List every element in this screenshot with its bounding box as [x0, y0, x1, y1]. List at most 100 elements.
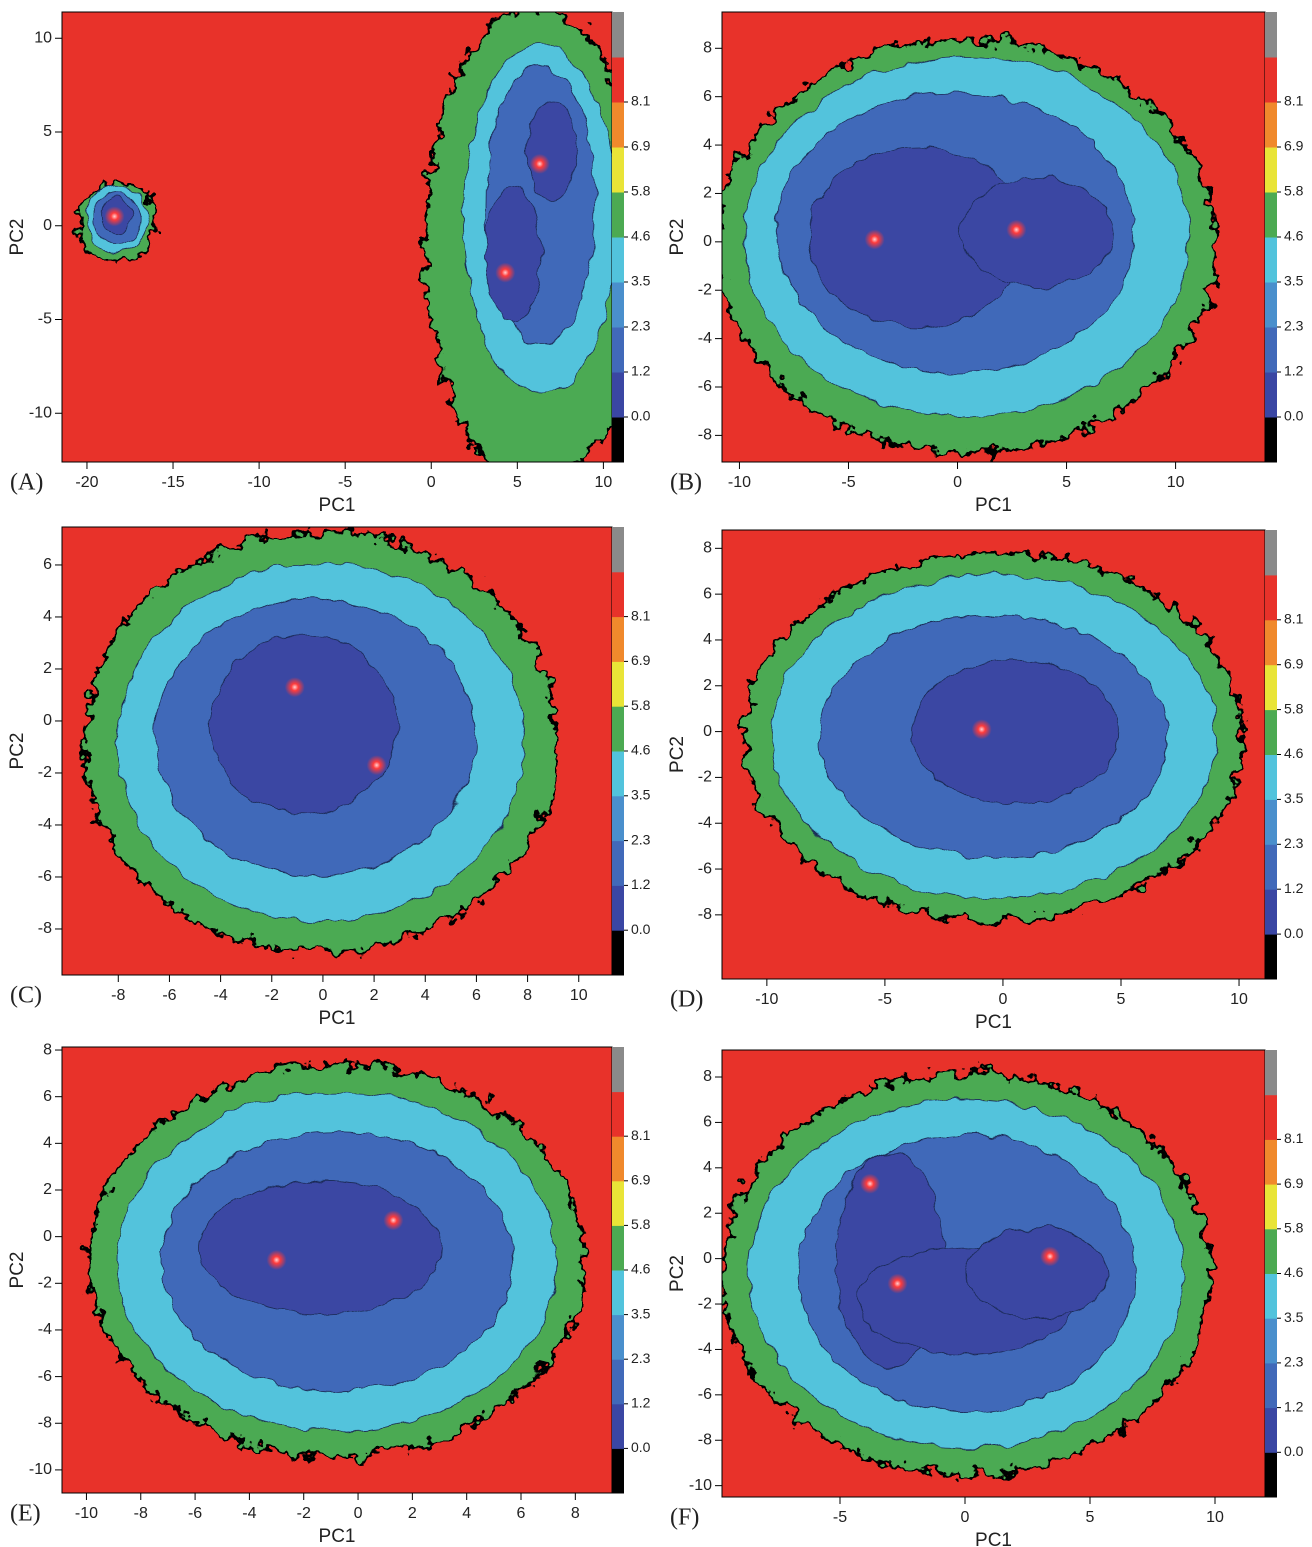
colorbar-segment	[612, 616, 624, 662]
colorbar-label: 6.9	[1284, 655, 1304, 671]
x-tick-label: 0	[998, 991, 1007, 1008]
y-tick-label: -8	[38, 1414, 52, 1431]
colorbar-label: 1.2	[1284, 1398, 1304, 1414]
energy-region	[965, 1228, 1108, 1319]
colorbar-segment	[612, 12, 624, 58]
y-tick-label: 0	[703, 1250, 712, 1267]
x-tick-label: -6	[188, 1505, 202, 1522]
y-tick-label: 6	[703, 88, 712, 105]
y-axis-title: PC2	[7, 219, 28, 256]
x-tick-label: -2	[265, 987, 279, 1004]
colorbar-label: 4.6	[631, 228, 651, 244]
colorbar-label: 1.2	[631, 876, 651, 892]
y-tick-label: 8	[43, 1041, 52, 1058]
y-tick-label: -4	[38, 816, 52, 833]
colorbar-segment	[1265, 889, 1277, 935]
energy-region	[210, 634, 398, 815]
y-tick-label: -6	[698, 860, 712, 877]
x-tick-label: -5	[338, 474, 352, 491]
panel-label: (E)	[10, 1501, 41, 1527]
panel-label: (F)	[670, 1505, 699, 1531]
colorbar-label: 3.5	[631, 273, 651, 289]
y-tick-label: -4	[698, 330, 712, 347]
colorbar-segment	[1265, 192, 1277, 238]
x-tick-label: -8	[111, 987, 125, 1004]
x-tick-label: -5	[833, 1509, 847, 1526]
x-tick-label: 0	[953, 474, 962, 491]
colorbar-label: 0.0	[631, 921, 651, 937]
x-tick-label: -10	[728, 474, 751, 491]
x-tick-label: 2	[408, 1505, 417, 1522]
y-tick-label: 6	[703, 1114, 712, 1131]
x-tick-label: -20	[75, 474, 98, 491]
x-axis-title: PC1	[319, 495, 356, 516]
energy-minimum	[529, 153, 550, 174]
colorbar-segment	[1265, 1318, 1277, 1364]
colorbar-segment	[1265, 372, 1277, 418]
colorbar-label: 8.1	[631, 1127, 651, 1143]
energy-region	[199, 1180, 442, 1315]
colorbar-label: 3.5	[1284, 790, 1304, 806]
colorbar-label: 6.9	[631, 138, 651, 154]
colorbar-segment	[612, 527, 624, 573]
y-tick-label: 8	[703, 540, 712, 557]
colorbar-label: 5.8	[1284, 183, 1304, 199]
x-axis-title: PC1	[319, 1008, 356, 1029]
colorbar-label: 0.0	[631, 1439, 651, 1455]
x-tick-label: 0	[354, 1505, 363, 1522]
landscape	[722, 37, 1218, 455]
colorbar-segment	[1265, 574, 1277, 621]
colorbar-segment	[1265, 934, 1277, 980]
colorbar-segment	[1265, 1184, 1277, 1230]
x-tick-label: 10	[1206, 1509, 1224, 1526]
colorbar-segment	[1265, 1050, 1277, 1096]
colorbar-label: 0.0	[1284, 1443, 1304, 1459]
x-tick-label: 0	[427, 474, 436, 491]
colorbar-segment	[612, 1047, 624, 1093]
colorbar-label: 2.3	[1284, 1354, 1304, 1370]
energy-minimum	[284, 677, 305, 698]
y-axis-title: PC2	[667, 219, 688, 256]
y-axis-title: PC2	[667, 1255, 688, 1292]
y-tick-label: 8	[703, 1068, 712, 1085]
x-tick-label: 4	[421, 987, 430, 1004]
y-tick-label: 0	[43, 1228, 52, 1245]
colorbar-segment	[1265, 327, 1277, 373]
colorbar-segment	[612, 1225, 624, 1271]
colorbar-label: 8.1	[1284, 93, 1304, 109]
colorbar-label: 4.6	[1284, 1264, 1304, 1280]
x-axis-title: PC1	[319, 1526, 356, 1547]
colorbar-label: 3.5	[1284, 273, 1304, 289]
y-tick-label: 2	[703, 677, 712, 694]
panel: -10 -5 0 5 10 8 6 4 2 0 -2 -4 -6 -8 PC1 PC2 (D) 0.0 1.2 2.3…	[667, 529, 1304, 1033]
y-tick-label: 2	[703, 1204, 712, 1221]
energy-minimum	[366, 755, 387, 776]
x-tick-label: -8	[134, 1505, 148, 1522]
y-tick-label: -6	[698, 378, 712, 395]
x-axis-title: PC1	[975, 1530, 1012, 1547]
colorbar-segment	[1265, 664, 1277, 711]
colorbar-label: 6.9	[631, 1172, 651, 1188]
y-tick-label: 0	[703, 723, 712, 740]
y-tick-label: -10	[689, 1477, 712, 1494]
y-tick-label: -10	[29, 404, 52, 421]
x-tick-label: -6	[162, 987, 176, 1004]
colorbar-segment	[612, 417, 624, 463]
colorbar-segment	[1265, 709, 1277, 755]
y-tick-label: -4	[38, 1321, 52, 1338]
y-tick-label: 4	[703, 136, 712, 153]
colorbar-label: 5.8	[1284, 1220, 1304, 1236]
x-tick-label: 10	[1230, 991, 1248, 1008]
panel-label: (D)	[670, 987, 703, 1013]
y-tick-label: 2	[43, 660, 52, 677]
energy-minimum	[864, 229, 885, 250]
colorbar-label: 8.1	[1284, 1130, 1304, 1146]
colorbar-label: 8.1	[631, 607, 651, 623]
colorbar-label: 2.3	[1284, 835, 1304, 851]
colorbar-segment	[1265, 417, 1277, 463]
x-tick-label: -10	[755, 991, 778, 1008]
panel-label: (C)	[10, 983, 42, 1009]
panel-label: (B)	[670, 470, 702, 496]
colorbar-label: 0.0	[1284, 408, 1304, 424]
colorbar-segment	[612, 57, 624, 103]
